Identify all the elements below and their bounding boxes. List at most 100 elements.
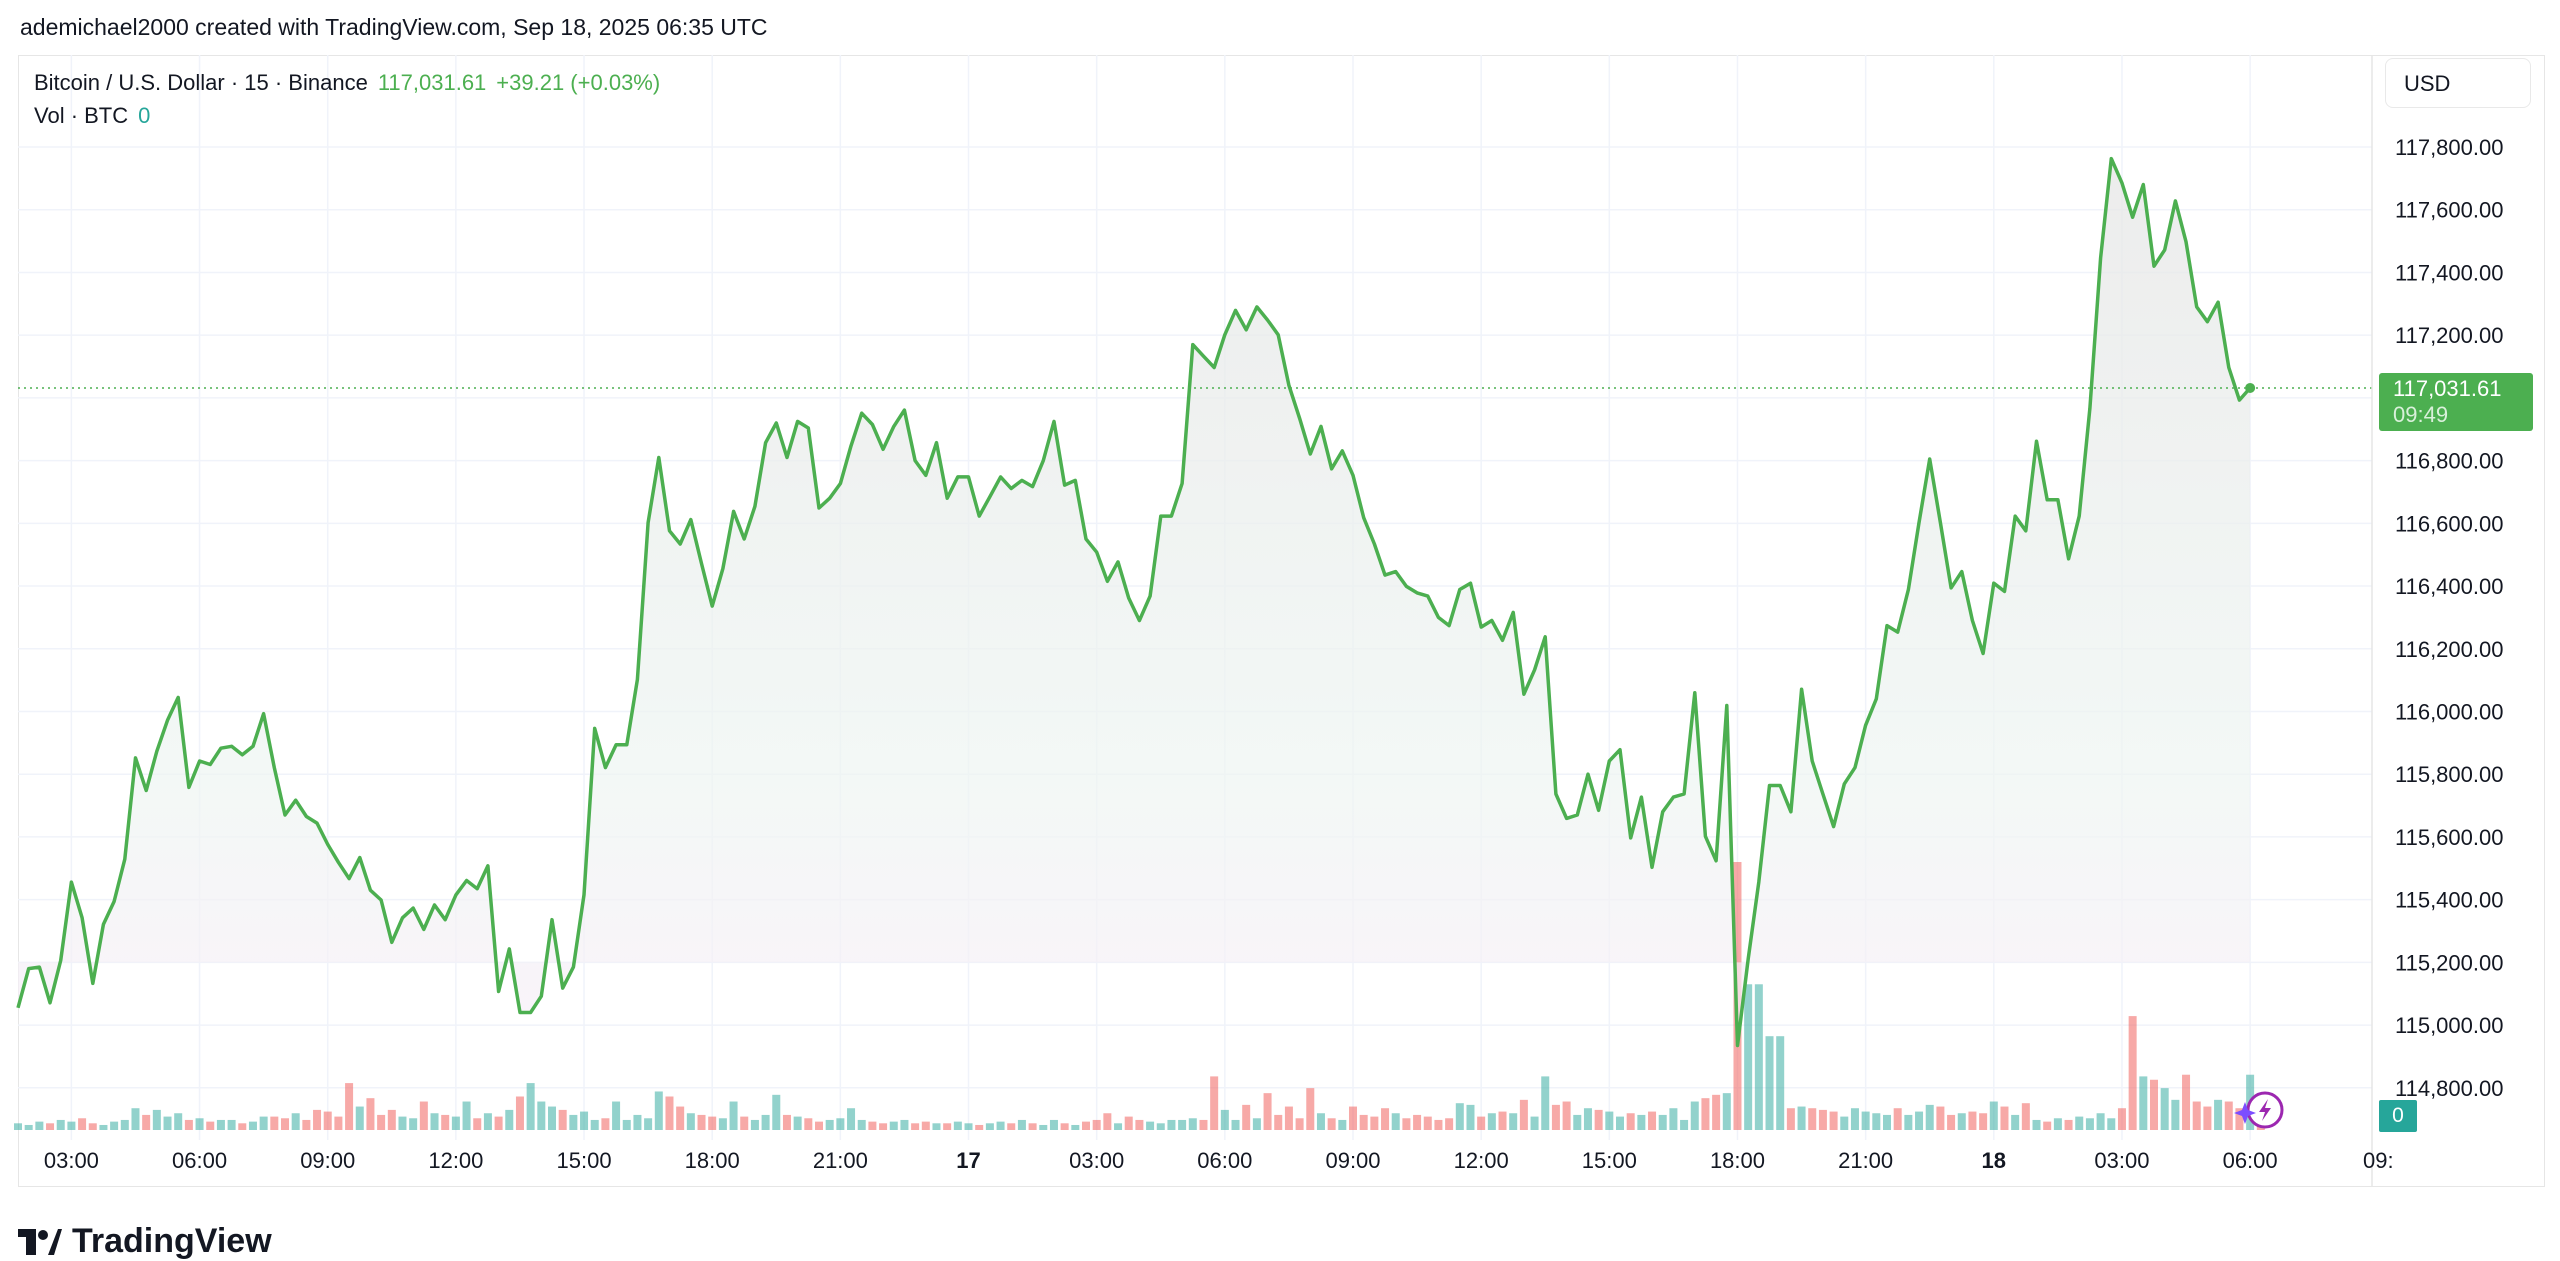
price-tick-label: 117,200.00 <box>2395 323 2503 348</box>
volume-bar <box>1979 1113 1988 1130</box>
time-tick-label: 06:00 <box>172 1148 227 1173</box>
volume-bar <box>1893 1108 1902 1130</box>
volume-bar <box>1904 1114 1913 1130</box>
volume-bar <box>174 1113 183 1130</box>
price-tick-label: 116,400.00 <box>2395 574 2503 599</box>
volume-bar <box>345 1083 354 1130</box>
volume-bar <box>729 1101 738 1130</box>
volume-bar <box>1188 1118 1197 1130</box>
volume-bar <box>409 1118 418 1130</box>
volume-bar <box>163 1116 172 1130</box>
volume-bar <box>665 1096 674 1130</box>
volume-bar <box>847 1108 856 1130</box>
volume-bar <box>718 1118 727 1130</box>
time-tick-label: 12:00 <box>428 1148 483 1173</box>
volume-bar <box>473 1118 482 1130</box>
volume-bar <box>2203 1106 2212 1130</box>
volume-bar <box>1156 1123 1165 1130</box>
volume-bar <box>889 1121 898 1130</box>
chart-legend: Bitcoin / U.S. Dollar · 15 · Binance 117,… <box>34 66 660 132</box>
volume-bar <box>1327 1118 1336 1130</box>
volume-bar <box>1049 1119 1058 1130</box>
volume-bar <box>142 1114 151 1130</box>
volume-bar <box>462 1101 471 1130</box>
time-tick-label: 18:00 <box>1710 1148 1765 1173</box>
time-axis: 03:00 06:00 09:00 12:00 15:00 18:00 21:00 17 03:… <box>44 1148 2394 1173</box>
volume-bar <box>1509 1113 1518 1130</box>
volume-bar <box>1989 1101 1998 1130</box>
volume-bar <box>953 1121 962 1130</box>
volume-bar <box>2117 1108 2126 1130</box>
volume-bar <box>2021 1103 2030 1130</box>
volume-value: 0 <box>138 103 151 128</box>
volume-bar <box>1210 1076 1219 1130</box>
volume-bar <box>451 1116 460 1130</box>
volume-bar <box>1338 1119 1347 1130</box>
volume-bar <box>1530 1116 1539 1130</box>
volume-bar <box>323 1111 332 1130</box>
volume-bar <box>1028 1123 1037 1130</box>
volume-bar <box>2214 1099 2223 1130</box>
volume-bar <box>1466 1104 1475 1130</box>
volume-bar <box>911 1123 920 1130</box>
volume-bar <box>879 1123 888 1130</box>
volume-bar <box>2107 1118 2116 1130</box>
volume-title[interactable]: Vol · BTC <box>34 103 129 128</box>
volume-bar <box>483 1113 492 1130</box>
volume-bar <box>1701 1098 1710 1130</box>
volume-bar <box>708 1116 717 1130</box>
volume-bar <box>943 1123 952 1130</box>
price-tick-label: 116,000.00 <box>2395 699 2503 724</box>
price-tick-label: 115,400.00 <box>2395 888 2503 913</box>
volume-bar <box>921 1121 930 1130</box>
volume-bar <box>601 1118 610 1130</box>
volume-bar <box>88 1123 97 1130</box>
volume-bar <box>1776 1036 1785 1130</box>
volume-bar <box>537 1101 546 1130</box>
volume-bar <box>1391 1113 1400 1130</box>
volume-bar <box>1445 1118 1454 1130</box>
volume-bar <box>644 1118 653 1130</box>
time-tick-label: 12:00 <box>1454 1148 1509 1173</box>
volume-bar <box>654 1091 663 1130</box>
volume-bar <box>1583 1108 1592 1130</box>
volume-bar <box>1295 1118 1304 1130</box>
volume-bar <box>932 1123 941 1130</box>
volume-bar <box>398 1116 407 1130</box>
volume-bar <box>975 1124 984 1130</box>
legend-price: 117,031.61 <box>377 70 487 95</box>
volume-bar <box>302 1119 311 1130</box>
price-tick-label: 115,800.00 <box>2395 762 2503 787</box>
volume-bar <box>430 1113 439 1130</box>
time-tick-label: 09: <box>2363 1148 2394 1173</box>
volume-bar <box>1434 1119 1443 1130</box>
volume-bar <box>590 1119 599 1130</box>
volume-bar <box>152 1109 161 1130</box>
volume-bar <box>14 1123 22 1130</box>
volume-bar <box>633 1114 642 1130</box>
time-tick-label: 06:00 <box>1197 1148 1252 1173</box>
volume-bar <box>1413 1114 1422 1130</box>
volume-bar <box>35 1121 44 1130</box>
volume-bar <box>2182 1074 2191 1130</box>
volume-bar <box>1487 1113 1496 1130</box>
symbol-title[interactable]: Bitcoin / U.S. Dollar · 15 · Binance <box>34 70 368 95</box>
time-tick-label: 06:00 <box>2223 1148 2278 1173</box>
volume-bar <box>1455 1103 1464 1130</box>
lightning-icon <box>2246 1091 2284 1129</box>
volume-bar <box>2224 1101 2233 1130</box>
volume-bar <box>1594 1109 1603 1130</box>
volume-bar <box>676 1106 685 1130</box>
sparkle-icon <box>2234 1102 2256 1124</box>
volume-bar <box>1968 1111 1977 1130</box>
volume-bar <box>1220 1109 1229 1130</box>
volume-bar <box>1605 1111 1614 1130</box>
volume-bar <box>1925 1104 1934 1130</box>
currency-button[interactable]: USD <box>2385 58 2531 108</box>
volume-bar <box>985 1123 994 1130</box>
volume-bar <box>238 1123 247 1130</box>
volume-bar <box>505 1109 514 1130</box>
time-tick-label: 18 <box>1982 1148 2006 1173</box>
chart-caption: ademichael2000 created with TradingView.… <box>20 14 768 40</box>
